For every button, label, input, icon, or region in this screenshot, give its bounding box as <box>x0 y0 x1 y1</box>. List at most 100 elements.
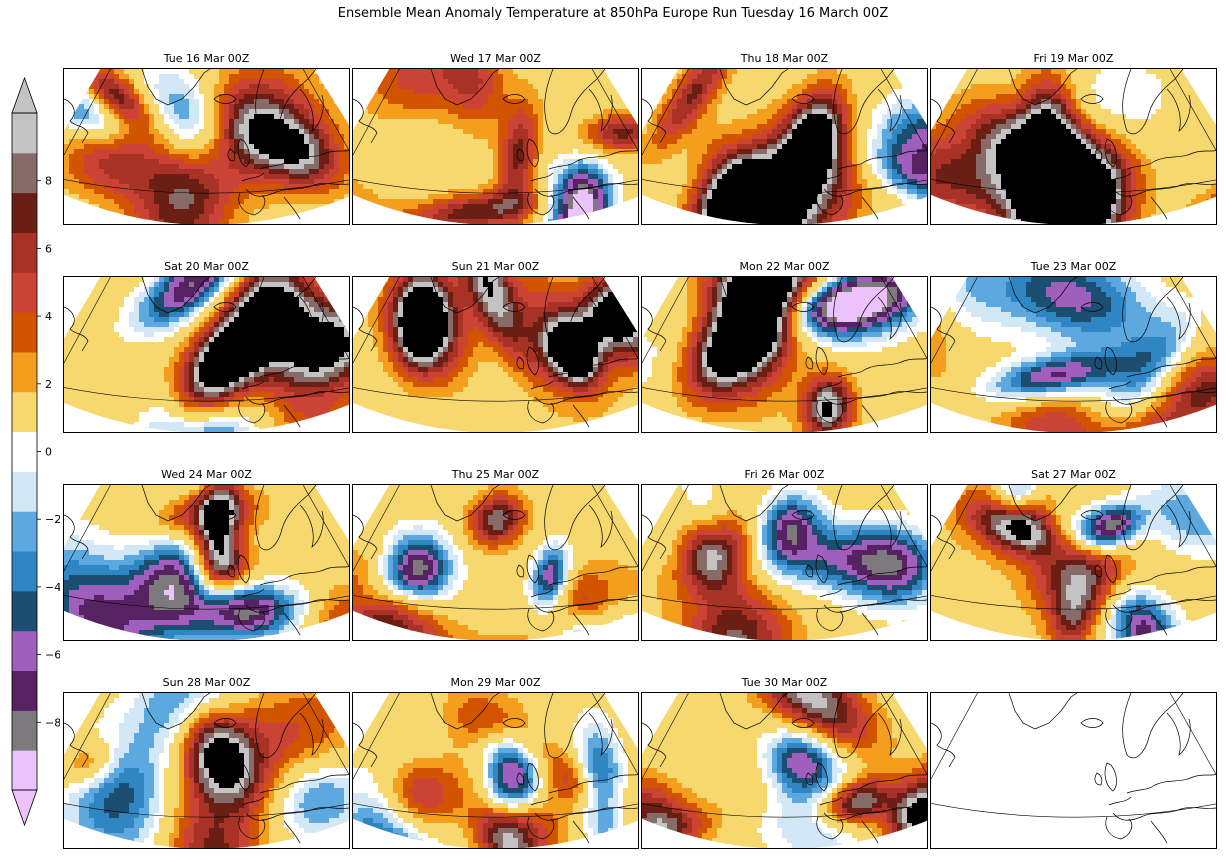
coastline <box>299 88 324 132</box>
projection-boundary <box>642 69 927 194</box>
coastline <box>1112 807 1216 821</box>
panel-title: Tue 30 Mar 00Z <box>641 676 928 689</box>
anomaly-field <box>64 693 349 848</box>
anomaly-field <box>353 485 638 640</box>
map-panel: Tue 23 Mar 00Z <box>930 260 1217 433</box>
coastline <box>141 277 211 314</box>
panel-title: Sun 28 Mar 00Z <box>63 676 350 689</box>
coastline <box>502 302 526 312</box>
coastline <box>237 346 250 376</box>
map-frame <box>641 276 928 433</box>
map-panel: Sat 27 Mar 00Z <box>930 468 1217 641</box>
coastline <box>213 302 237 312</box>
coastline <box>1105 192 1133 216</box>
colorbar-band <box>12 351 37 393</box>
projection-boundary <box>931 485 1216 610</box>
panel-title: Thu 18 Mar 00Z <box>641 52 928 65</box>
coastline <box>815 762 828 792</box>
coastline <box>1080 718 1104 728</box>
coastline <box>544 277 606 343</box>
coastline <box>1150 820 1168 844</box>
coastline <box>815 138 828 168</box>
projection-boundary <box>353 277 638 402</box>
colorbar-band <box>12 152 37 194</box>
map-frame <box>641 68 928 225</box>
coastline <box>819 588 843 598</box>
coastline <box>877 712 902 756</box>
map-panel: Mon 22 Mar 00Z <box>641 260 928 433</box>
coastline <box>430 277 500 314</box>
colorbar-band <box>12 192 37 233</box>
map-panel: Wed 24 Mar 00Z <box>63 468 350 641</box>
coastline <box>548 150 638 170</box>
coastline <box>227 148 236 162</box>
coastline <box>719 277 789 314</box>
coastline <box>572 404 590 428</box>
coastline <box>259 774 349 794</box>
coastline <box>1126 150 1216 170</box>
panel-title: Wed 17 Mar 00Z <box>352 52 639 65</box>
coastline <box>588 504 613 548</box>
coastline <box>791 94 815 104</box>
coastline <box>516 772 525 786</box>
coastline <box>815 554 828 584</box>
coastline <box>1122 693 1184 759</box>
panel-title: Wed 24 Mar 00Z <box>63 468 350 481</box>
coastline <box>1080 510 1104 520</box>
coastline <box>237 762 250 792</box>
coastline <box>1112 391 1216 405</box>
coastline <box>283 820 301 844</box>
coastline <box>245 391 349 405</box>
projection-boundary <box>64 485 349 610</box>
coastline <box>548 774 638 794</box>
projection-boundary <box>64 277 349 402</box>
coastline <box>572 196 590 220</box>
projection-boundary <box>931 69 1216 194</box>
coastline <box>1104 554 1117 584</box>
colorbar-tick-label: 0 <box>45 446 52 459</box>
colorbar-band <box>12 431 37 472</box>
coastline <box>642 98 667 144</box>
coastline <box>823 391 927 405</box>
coastline <box>227 356 236 370</box>
coastline <box>227 772 236 786</box>
coastline <box>64 722 89 768</box>
coastline <box>237 138 250 168</box>
coastline <box>299 712 324 756</box>
map-frame <box>930 68 1217 225</box>
coastline <box>877 504 902 548</box>
coastline <box>353 514 378 560</box>
anomaly-field <box>353 693 638 848</box>
coastline <box>833 485 895 551</box>
anomaly-field <box>642 69 927 224</box>
coastline <box>805 356 814 370</box>
coastline <box>238 816 266 840</box>
coastline <box>245 183 349 197</box>
anomaly-field <box>64 277 349 432</box>
coastline <box>526 762 539 792</box>
anomaly-field <box>642 485 927 640</box>
coastline <box>861 612 879 636</box>
map-svg <box>931 277 1216 432</box>
coastline <box>1008 69 1078 106</box>
coastline <box>861 196 879 220</box>
coastline <box>588 712 613 756</box>
map-svg <box>642 485 927 640</box>
anomaly-field <box>64 485 349 640</box>
coastline <box>819 796 843 806</box>
coastline <box>1166 296 1191 340</box>
coastline <box>837 150 927 170</box>
coastline <box>544 485 606 551</box>
coastline <box>526 346 539 376</box>
colorbar-band <box>12 232 37 273</box>
coastline <box>238 400 266 424</box>
coastline <box>837 358 927 378</box>
coastline <box>227 564 236 578</box>
coastline <box>805 772 814 786</box>
coastline <box>527 816 555 840</box>
colorbar-band <box>12 312 37 353</box>
coastline <box>1126 566 1216 586</box>
coastline <box>527 400 555 424</box>
coastline <box>64 514 89 560</box>
coastline <box>1104 762 1117 792</box>
